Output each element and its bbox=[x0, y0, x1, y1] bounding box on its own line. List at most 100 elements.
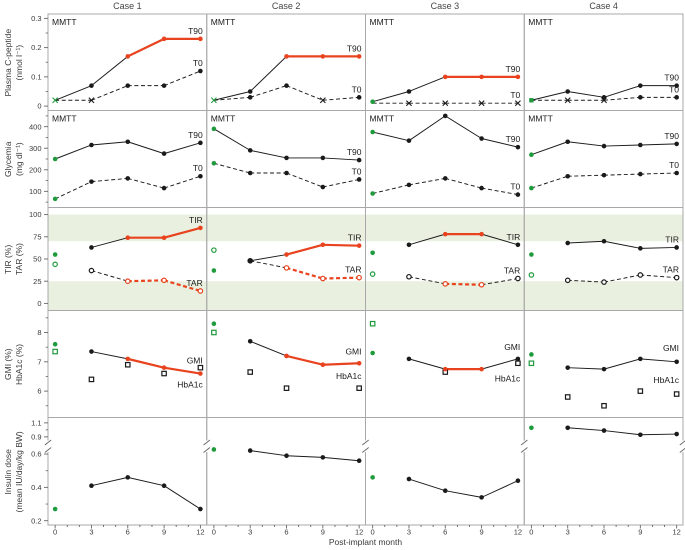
series-segment bbox=[54, 85, 92, 101]
data-point bbox=[674, 359, 679, 365]
data-point bbox=[125, 235, 131, 240]
data-point bbox=[198, 140, 203, 146]
series-label: T0 bbox=[669, 84, 679, 94]
data-point bbox=[442, 113, 448, 119]
y-tick-label: 6 bbox=[37, 387, 41, 396]
data-point bbox=[479, 366, 484, 372]
y-tick-label: 0.1 bbox=[31, 72, 41, 81]
series-segment bbox=[250, 149, 287, 159]
series-segment bbox=[250, 260, 287, 269]
data-point bbox=[356, 157, 362, 163]
panel-annotation: MMTT bbox=[52, 17, 77, 27]
data-point bbox=[673, 391, 680, 397]
series-label: TAR bbox=[186, 278, 202, 288]
series-segment bbox=[640, 172, 677, 175]
data-point bbox=[247, 448, 253, 453]
data-point bbox=[197, 364, 204, 371]
y-tick-label: 0.9 bbox=[31, 432, 41, 441]
series-segment bbox=[91, 351, 128, 360]
series-segment bbox=[249, 56, 287, 92]
series-segment bbox=[445, 177, 482, 189]
data-point bbox=[370, 475, 375, 480]
data-point bbox=[370, 250, 375, 256]
x-tick-label: 3 bbox=[407, 528, 411, 537]
data-point bbox=[52, 506, 58, 512]
data-point bbox=[564, 394, 571, 400]
data-point bbox=[673, 274, 680, 281]
series-label: T0 bbox=[193, 58, 203, 68]
data-point bbox=[674, 431, 679, 437]
data-point bbox=[515, 144, 521, 150]
data-point bbox=[356, 274, 362, 281]
series-label: T0 bbox=[352, 84, 362, 94]
data-point bbox=[637, 388, 644, 394]
series-segment bbox=[250, 450, 287, 457]
series-label: T90 bbox=[664, 73, 679, 83]
data-point bbox=[529, 98, 534, 103]
series-segment bbox=[372, 91, 410, 103]
data-point bbox=[638, 171, 643, 177]
panel-annotation: MMTT bbox=[370, 17, 395, 27]
series-segment bbox=[127, 476, 165, 487]
series-segment bbox=[603, 96, 641, 101]
series-segment bbox=[372, 184, 410, 194]
data-point bbox=[565, 173, 571, 179]
data-point bbox=[198, 68, 203, 74]
series-segment bbox=[163, 70, 201, 87]
data-point bbox=[601, 402, 607, 409]
series-segment bbox=[163, 226, 201, 239]
data-point bbox=[370, 129, 375, 135]
x-tick-label: 9 bbox=[321, 528, 325, 537]
data-point bbox=[515, 192, 521, 197]
series-segment bbox=[163, 485, 201, 510]
y-tick-label: 100 bbox=[29, 187, 42, 196]
data-point bbox=[406, 89, 412, 94]
series-segment bbox=[640, 143, 677, 146]
series-segment bbox=[481, 233, 519, 246]
data-point bbox=[356, 177, 362, 182]
data-point bbox=[406, 182, 412, 188]
series-segment bbox=[286, 172, 324, 188]
data-point bbox=[565, 425, 571, 431]
axis-break bbox=[362, 439, 369, 446]
panel-border bbox=[365, 13, 525, 111]
series-segment bbox=[322, 276, 360, 280]
x-tick-label: 3 bbox=[89, 528, 93, 537]
y-tick-label: 1.1 bbox=[31, 418, 41, 427]
series-label: TIR bbox=[507, 232, 521, 242]
data-point bbox=[370, 191, 375, 196]
series-segment bbox=[567, 240, 605, 244]
x-tick-label: 12 bbox=[355, 528, 363, 537]
series-label: TAR bbox=[345, 265, 361, 275]
data-point bbox=[211, 268, 217, 273]
data-point bbox=[247, 338, 253, 344]
panel-border bbox=[47, 110, 208, 208]
series-segment bbox=[91, 476, 128, 487]
y-tick-label: 200 bbox=[29, 165, 42, 174]
series-segment bbox=[286, 354, 324, 366]
axis-break bbox=[679, 440, 685, 446]
data-point bbox=[198, 225, 203, 231]
data-point bbox=[674, 141, 679, 147]
data-point bbox=[320, 155, 326, 161]
series-segment bbox=[640, 358, 677, 363]
data-point bbox=[284, 155, 289, 161]
data-point bbox=[283, 385, 290, 391]
y-tick-label: 100 bbox=[29, 210, 42, 219]
series-label: T90 bbox=[664, 131, 679, 141]
data-point bbox=[284, 353, 289, 359]
series-segment bbox=[163, 142, 201, 155]
x-tick-label: 12 bbox=[672, 528, 680, 537]
x-tick-label: 9 bbox=[162, 528, 166, 537]
data-point bbox=[161, 370, 167, 377]
x-tick-label: 6 bbox=[284, 528, 288, 537]
data-point bbox=[52, 156, 58, 162]
series-label: TAR bbox=[663, 265, 679, 275]
data-point bbox=[601, 428, 607, 433]
data-point bbox=[601, 366, 607, 372]
data-point bbox=[442, 176, 448, 181]
axis-break bbox=[44, 439, 52, 446]
data-point bbox=[406, 356, 412, 362]
series-segment bbox=[322, 157, 360, 161]
